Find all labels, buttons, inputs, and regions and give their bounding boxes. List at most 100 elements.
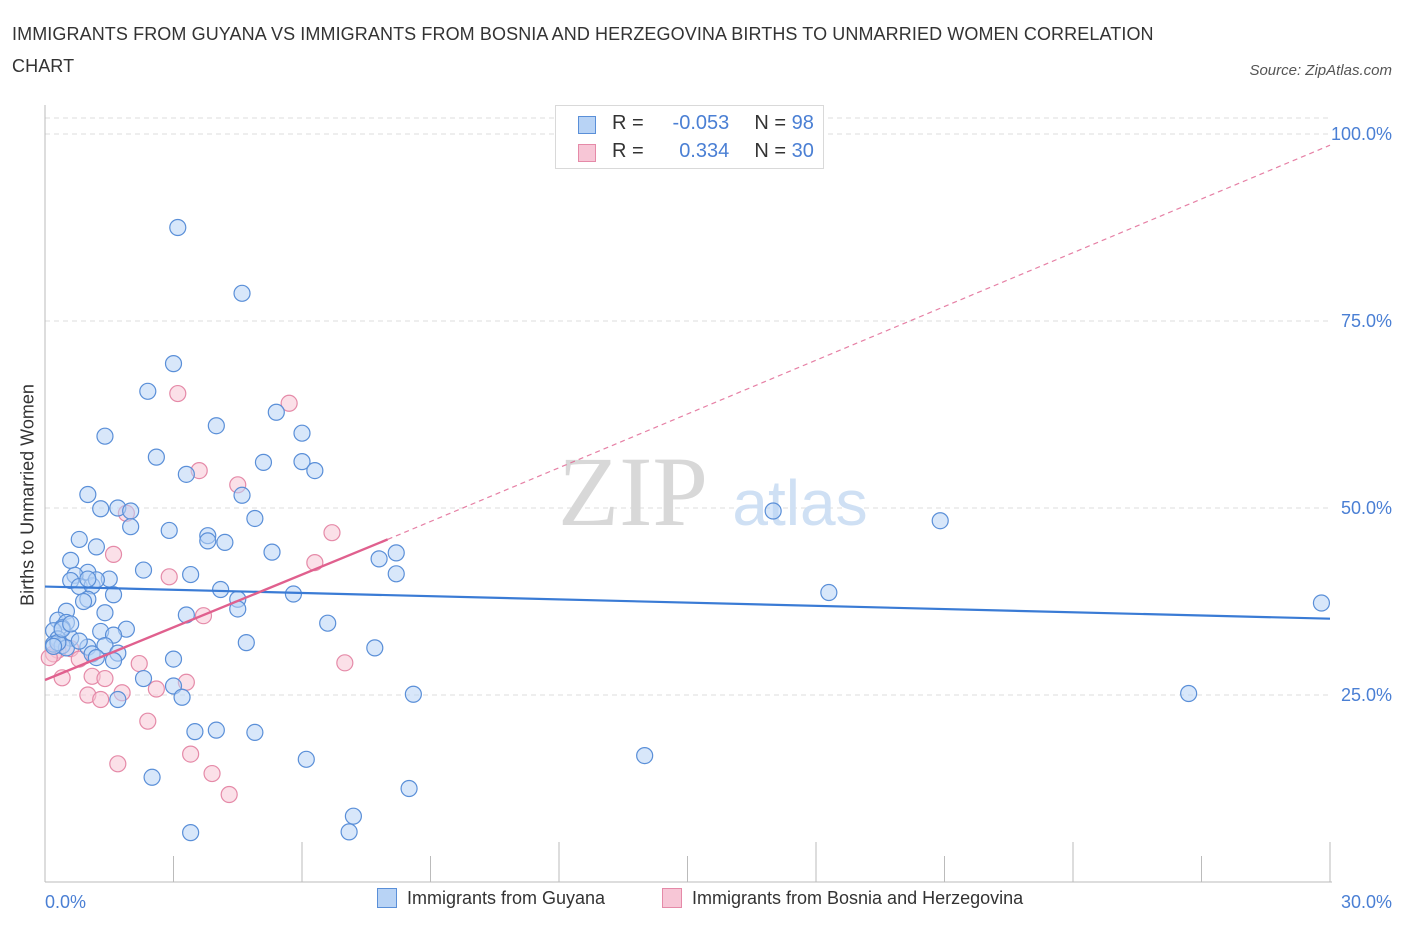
point-guyana — [164, 650, 183, 668]
point-guyana — [931, 512, 949, 530]
watermark-atlas: atlas — [732, 467, 867, 539]
point-guyana — [104, 586, 123, 604]
legend-r-value: 0.334 — [679, 140, 730, 162]
bottom-legend-bosnia: Immigrants from Bosnia and Herzegovina — [662, 888, 1023, 909]
legend-n-label: N = — [754, 112, 787, 134]
point-guyana — [263, 543, 281, 561]
point-guyana — [122, 518, 140, 536]
point-bosnia — [336, 654, 354, 672]
point-guyana — [134, 669, 153, 688]
legend-label-guyana: Immigrants from Guyana — [407, 888, 606, 908]
chart-title: IMMIGRANTS FROM GUYANA VS IMMIGRANTS FRO… — [12, 24, 1154, 76]
point-guyana — [109, 690, 127, 709]
bottom-legend-guyana: Immigrants from Guyana — [377, 888, 605, 909]
point-guyana — [267, 403, 285, 421]
point-guyana — [122, 502, 140, 520]
point-guyana — [233, 284, 251, 302]
x-tick-label: 0.0% — [45, 892, 86, 912]
y-tick-label: 25.0% — [1341, 685, 1392, 705]
watermark: ZIP atlas — [558, 436, 868, 547]
point-guyana — [636, 746, 654, 765]
point-guyana — [207, 417, 225, 435]
y-tick-label: 100.0% — [1331, 124, 1392, 144]
point-guyana — [820, 583, 838, 602]
point-guyana — [182, 565, 200, 584]
point-guyana — [44, 637, 63, 655]
point-guyana — [1180, 684, 1198, 703]
point-bosnia — [160, 568, 178, 586]
point-guyana — [199, 532, 217, 550]
point-bosnia — [139, 712, 157, 730]
watermark-zip: ZIP — [558, 436, 708, 547]
point-guyana — [74, 592, 93, 611]
point-guyana — [293, 453, 311, 471]
point-guyana — [284, 585, 303, 603]
point-guyana — [297, 750, 315, 768]
point-guyana — [344, 807, 362, 825]
point-guyana — [366, 639, 384, 657]
trend-line-bosnia — [44, 538, 389, 682]
point-guyana — [1312, 594, 1331, 612]
point-guyana — [400, 779, 418, 798]
legend-r-value: -0.053 — [672, 112, 730, 134]
point-guyana — [246, 509, 264, 528]
legend-r-label: R = — [612, 140, 644, 162]
tick-labels: 25.0% 50.0% 75.0% 100.0% 0.0% 30.0% — [45, 124, 1392, 912]
y-axis-label: Births to Unmarried Women — [17, 384, 38, 606]
point-bosnia — [182, 745, 200, 763]
y-tick-label: 75.0% — [1341, 311, 1392, 331]
point-guyana — [139, 382, 157, 400]
x-tick-label: 30.0% — [1341, 892, 1392, 912]
point-guyana — [164, 355, 183, 373]
point-guyana — [216, 533, 234, 552]
legend-n-value: 30 — [791, 140, 814, 162]
point-guyana — [186, 723, 204, 741]
legend-swatch-blue — [578, 116, 596, 134]
point-guyana — [96, 637, 114, 655]
point-guyana — [96, 604, 114, 622]
point-bosnia — [203, 764, 221, 783]
point-guyana — [143, 768, 161, 786]
legend-label-bosnia: Immigrants from Bosnia and Herzegovina — [692, 888, 1024, 908]
point-guyana — [173, 688, 191, 706]
legend-n-value: 98 — [791, 112, 814, 134]
point-guyana — [370, 550, 388, 568]
point-guyana — [79, 485, 97, 504]
point-guyana — [246, 723, 264, 742]
point-guyana — [79, 570, 97, 588]
point-bosnia — [323, 524, 341, 542]
point-bosnia — [92, 690, 110, 709]
point-bosnia — [96, 669, 114, 688]
point-bosnia — [220, 785, 238, 804]
point-guyana — [70, 530, 88, 549]
point-guyana — [62, 551, 80, 569]
point-bosnia — [104, 545, 123, 563]
point-guyana — [160, 521, 178, 540]
point-guyana — [62, 615, 80, 633]
point-bosnia — [109, 755, 127, 773]
axes — [44, 105, 1332, 883]
point-guyana — [764, 502, 782, 520]
point-guyana — [87, 538, 106, 556]
source-label: Source: ZipAtlas.com — [1249, 62, 1392, 79]
correlation-legend: R = -0.053 N = 98 R = 0.334 N = 30 — [555, 105, 824, 169]
legend-swatch-pink — [578, 144, 596, 162]
point-guyana — [293, 424, 311, 442]
point-guyana — [92, 500, 110, 518]
legend-swatch-blue — [377, 888, 397, 908]
point-guyana — [134, 561, 153, 579]
point-guyana — [182, 824, 200, 842]
trend-lines — [44, 144, 1331, 682]
point-bosnia — [280, 394, 298, 412]
point-guyana — [147, 448, 165, 466]
y-tick-label: 50.0% — [1341, 498, 1392, 518]
point-guyana — [212, 580, 230, 599]
point-bosnia — [169, 384, 187, 403]
legend-swatch-pink — [662, 888, 682, 908]
point-guyana — [319, 614, 337, 632]
point-guyana — [306, 462, 324, 480]
legend-r-label: R = — [612, 112, 644, 134]
point-guyana — [207, 721, 225, 739]
point-guyana — [70, 632, 88, 650]
